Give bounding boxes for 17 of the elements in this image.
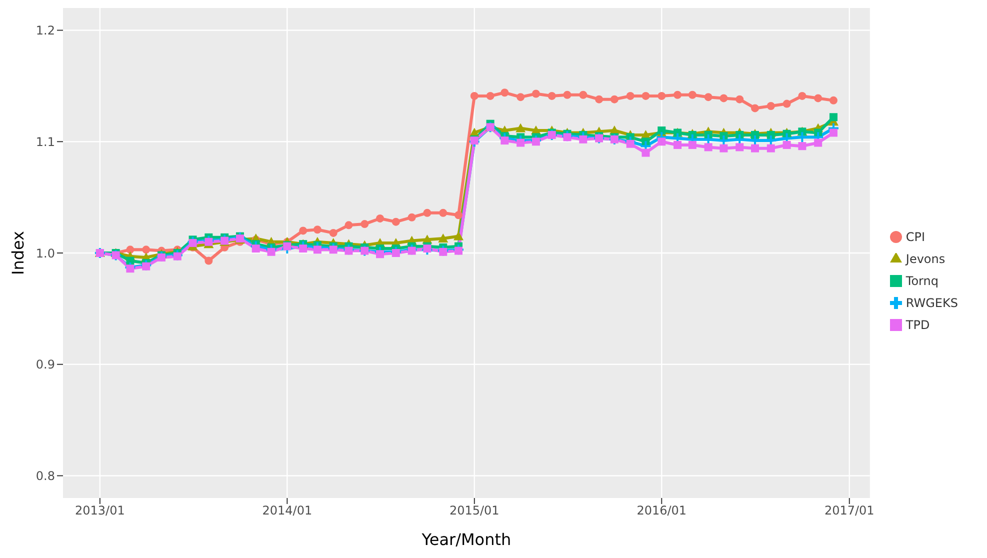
y-tick-label: 1.0 [36, 246, 55, 260]
x-axis-title: Year/Month [420, 530, 512, 549]
x-tick-label: 2015/01 [449, 504, 500, 518]
y-axis-title: Index [8, 230, 28, 276]
legend-label: CPI [906, 230, 926, 244]
x-tick-label: 2014/01 [262, 504, 312, 518]
y-tick-label: 0.9 [36, 358, 55, 372]
legend-label: TPD [906, 318, 930, 332]
x-tick-label: 2016/01 [636, 504, 687, 518]
legend-label: Tornq [906, 274, 938, 288]
legend-label: Jevons [906, 252, 946, 266]
y-tick-label: 1.1 [36, 134, 55, 149]
y-tick-label: 0.8 [36, 468, 55, 483]
legend-label: RWGEKS [906, 296, 958, 310]
y-tick-label: 1.2 [36, 24, 55, 38]
x-tick-label: 2013/01 [75, 504, 125, 518]
x-tick-label: 2017/01 [824, 504, 874, 518]
